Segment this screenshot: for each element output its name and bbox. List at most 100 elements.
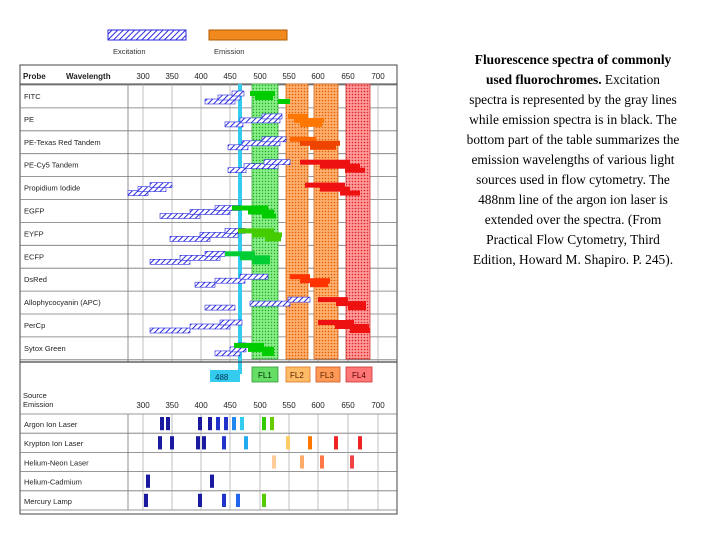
top-tick-400: 400	[194, 72, 208, 81]
emission-legend-swatch	[208, 29, 288, 41]
spectra	[127, 90, 370, 357]
fl2-label: FL2	[290, 371, 304, 380]
emission-step	[310, 144, 336, 150]
emission-step	[320, 186, 350, 192]
excitation-step	[287, 296, 311, 303]
emission-step	[232, 205, 268, 211]
probe-label: Sytox Green	[24, 344, 66, 353]
excitation-step	[204, 304, 236, 311]
excitation-step	[189, 209, 231, 215]
source-emission-line	[300, 455, 304, 469]
figure-frame	[19, 64, 398, 515]
emission-step	[262, 350, 274, 356]
source-labels: Argon Ion Laser Krypton Ion Laser Helium-N…	[24, 420, 89, 506]
bottom-tick-650: 650	[341, 401, 355, 410]
emission-step	[252, 259, 270, 265]
excitation-step	[159, 213, 201, 219]
source-emission-line	[210, 474, 214, 488]
probe-label: EGFP	[24, 207, 44, 216]
emission-step	[335, 324, 369, 329]
excitation-step	[217, 94, 241, 101]
emission-step	[300, 278, 330, 284]
excitation-step	[243, 163, 279, 169]
source-emission-line	[262, 493, 266, 507]
bottom-tick-350: 350	[165, 401, 179, 410]
source-emission-line	[308, 436, 312, 450]
excitation-step	[261, 113, 283, 120]
probe-labels: FITC PE PE-Texas Red Tandem PE-Cy5 Tandem Pr…	[24, 92, 101, 353]
source-emission-line	[240, 417, 244, 431]
source-emission-line	[146, 474, 150, 488]
emission-step	[300, 159, 350, 165]
top-wavelength-ticks: 300 350 400 450 500 550 600 650 700	[136, 72, 385, 81]
filter-bands	[238, 83, 371, 374]
excitation-step	[219, 319, 243, 326]
source-emission-line	[144, 493, 148, 507]
emission-step	[300, 140, 340, 146]
emission-step	[240, 255, 270, 261]
emission-step	[250, 91, 275, 96]
source-label: Helium-Neon Laser	[24, 458, 89, 467]
bottom-wavelength-ticks: 300 350 400 450 500 550 600 650 700	[136, 401, 385, 410]
fl4-label: FL4	[352, 371, 366, 380]
fl1-label-box	[251, 366, 279, 383]
laser-488-label-box	[210, 370, 240, 382]
source-emission-line	[320, 455, 324, 469]
bottom-tick-600: 600	[311, 401, 325, 410]
emission-step	[225, 251, 255, 257]
excitation-step	[169, 236, 211, 242]
excitation-step	[239, 117, 281, 124]
source-emission-line	[262, 417, 266, 431]
excitation-step	[194, 281, 216, 288]
probe-label: Propidium Iodide	[24, 184, 80, 193]
emission-step	[318, 297, 348, 303]
laser-488-label: 488	[215, 373, 229, 382]
excitation-step	[224, 121, 244, 128]
bottom-tick-500: 500	[253, 401, 267, 410]
source-emission-line	[270, 417, 274, 431]
source-emission-line	[208, 417, 212, 431]
source-emission-line	[232, 417, 236, 431]
probe-label: PE-Cy5 Tandem	[24, 161, 78, 170]
probe-label: PerCp	[24, 321, 45, 330]
wavelength-column-header: Wavelength	[66, 72, 111, 81]
excitation-step	[263, 159, 291, 165]
bottom-tick-450: 450	[223, 401, 237, 410]
excitation-step	[231, 90, 245, 97]
top-tick-350: 350	[165, 72, 179, 81]
source-emission-lines	[144, 417, 362, 507]
source-emission-line	[198, 493, 202, 507]
excitation-step	[241, 140, 281, 147]
source-emission-line	[222, 493, 226, 507]
emission-step	[262, 213, 276, 219]
source-header-line2: Emission	[23, 400, 53, 409]
fl3-label: FL3	[320, 371, 334, 380]
probe-label: PE-Texas Red Tandem	[24, 138, 101, 147]
source-emission-line	[160, 417, 164, 431]
emission-step	[348, 305, 366, 311]
emission-step	[278, 99, 290, 104]
fl3-band	[313, 83, 339, 360]
source-emission-line	[216, 417, 220, 431]
probe-column-header: Probe	[23, 72, 46, 81]
emission-step	[288, 113, 308, 119]
source-emission-line	[202, 436, 206, 450]
emission-step	[350, 328, 370, 333]
emission-step	[345, 167, 365, 173]
emission-step	[252, 232, 282, 238]
excitation-step	[227, 144, 249, 151]
emission-step	[248, 209, 274, 215]
fl4-label-box	[345, 366, 373, 383]
excitation-step	[149, 258, 191, 265]
emission-step	[294, 117, 324, 123]
excitation-step	[249, 300, 291, 307]
fl3-label-box	[315, 366, 341, 383]
top-tick-450: 450	[223, 72, 237, 81]
source-emission-line	[196, 436, 200, 450]
emission-step	[238, 228, 274, 234]
bottom-tick-550: 550	[282, 401, 296, 410]
excitation-step	[261, 136, 287, 143]
emission-step	[320, 163, 360, 169]
emission-step	[265, 236, 281, 242]
excitation-step	[189, 323, 231, 330]
